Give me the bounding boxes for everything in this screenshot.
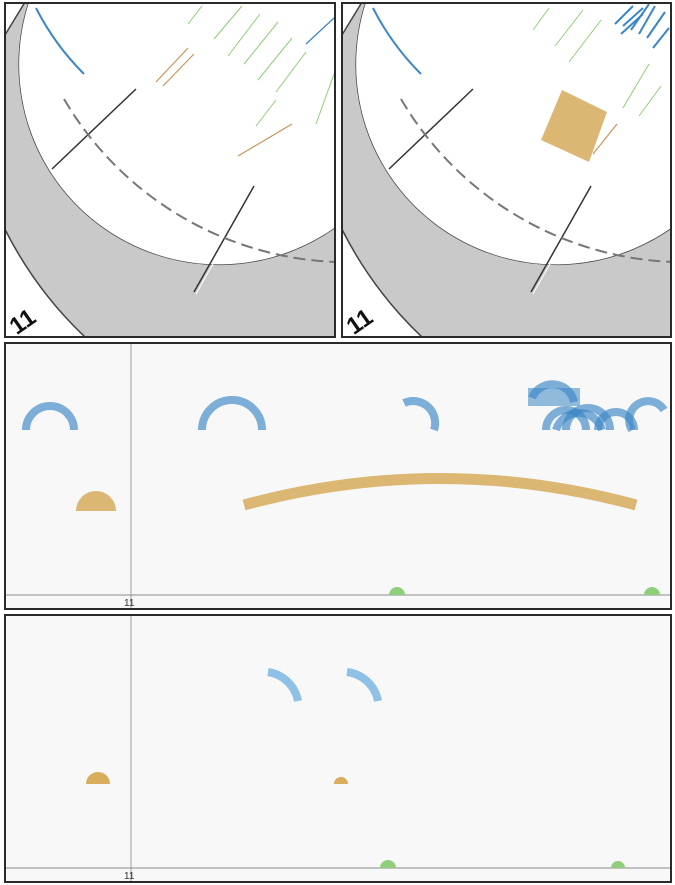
blue-cluster-block xyxy=(528,388,580,406)
link-lines xyxy=(532,4,670,155)
circular-view-right: 11 xyxy=(341,2,672,338)
axis-label: 11 xyxy=(124,871,135,881)
highlighted-region xyxy=(541,90,607,162)
circular-view-right-canvas: 11 xyxy=(343,4,670,336)
linear-view-middle: 11 xyxy=(4,342,672,610)
green-marker xyxy=(611,861,625,868)
blue-arcs xyxy=(267,668,382,702)
circular-view-left: 11 xyxy=(4,2,336,338)
blue-arcs xyxy=(22,380,668,433)
circular-view-left-canvas: 11 xyxy=(6,4,334,336)
tan-long-arc xyxy=(242,473,638,511)
green-marker xyxy=(380,860,396,868)
green-marker xyxy=(644,587,660,595)
green-marker xyxy=(389,587,405,595)
linear-view-bottom: 11 xyxy=(4,614,672,883)
linear-view-bottom-canvas: 11 xyxy=(6,616,670,881)
link-lines xyxy=(155,5,334,157)
tan-half-disc-small xyxy=(334,777,348,784)
linear-view-middle-canvas: 11 xyxy=(6,344,670,608)
axis-label: 11 xyxy=(124,598,135,608)
tan-half-disc xyxy=(86,772,110,784)
tan-half-disc xyxy=(76,491,116,511)
